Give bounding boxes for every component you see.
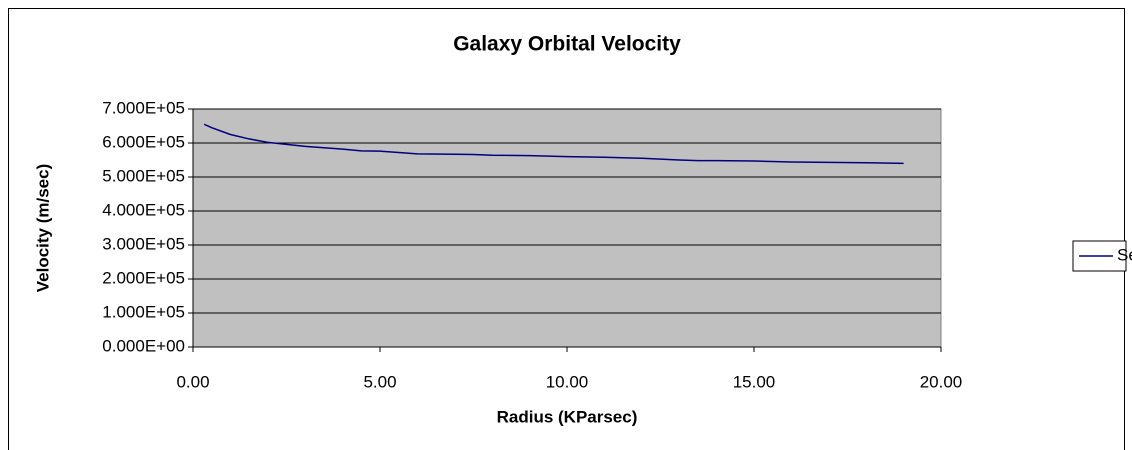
y-tick-label: 7.000E+05	[102, 98, 185, 117]
x-axis-title: Radius (KParsec)	[497, 407, 638, 426]
legend-label: Series1	[1117, 245, 1132, 264]
x-tick-label: 0.00	[176, 372, 209, 391]
y-tick-label: 2.000E+05	[102, 268, 185, 287]
y-tick-label: 0.000E+00	[102, 336, 185, 355]
data-line	[203, 123, 904, 165]
chart-title: Galaxy Orbital Velocity	[453, 33, 681, 56]
x-tick-label: 20.00	[920, 372, 963, 391]
y-tick-label: 3.000E+05	[102, 234, 185, 253]
y-axis-title: Velocity (m/sec)	[33, 164, 52, 293]
x-tick-label: 15.00	[733, 372, 776, 391]
y-tick-label: 1.000E+05	[102, 302, 185, 321]
x-tick-label: 5.00	[363, 372, 396, 391]
y-tick-label: 4.000E+05	[102, 200, 185, 219]
y-tick-label: 6.000E+05	[102, 132, 185, 151]
x-tick-label: 10.00	[546, 372, 589, 391]
plot-area	[192, 108, 942, 348]
y-tick-label: 5.000E+05	[102, 166, 185, 185]
